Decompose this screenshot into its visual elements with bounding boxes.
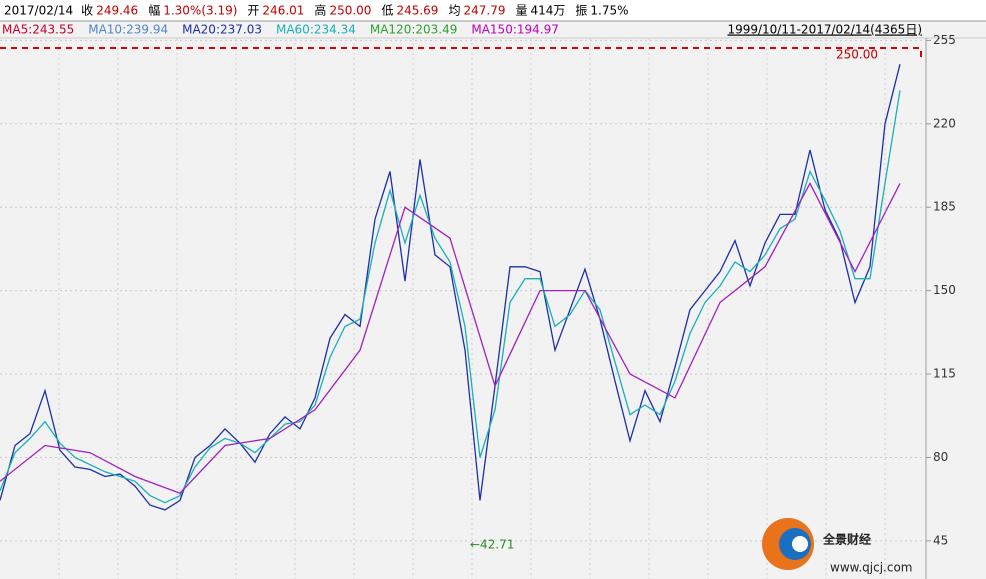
info-label: 幅 [148, 3, 160, 18]
logo [792, 536, 808, 552]
y-tick-label: 185 [933, 200, 956, 214]
high-annotation: 250.00 [836, 48, 878, 62]
legend-entry: MA20:237.03 [182, 23, 262, 37]
info-label: 量 [515, 4, 527, 18]
date: 2017/02/14 [4, 4, 73, 18]
info-value: 249.46 [96, 4, 138, 18]
legend-entry: MA60:234.34 [276, 23, 356, 37]
ma-line [0, 64, 901, 511]
info-label: 开 [247, 4, 259, 18]
info-value: 247.79 [463, 4, 505, 18]
info-label: 低 [381, 4, 393, 18]
info-value: 1.75% [590, 4, 628, 18]
info-items: 2017/02/14 收 249.46 幅 1.30%(3.19) 开 246.01 高 250… [4, 3, 629, 18]
brand: 全景财经 [822, 532, 871, 547]
url: www.qjcj.com [830, 561, 912, 575]
ma-line [0, 90, 901, 504]
high-marker [0, 47, 922, 62]
y-tick-label: 45 [933, 533, 948, 547]
info-label: 振 [575, 4, 587, 18]
info-label: 均 [448, 4, 460, 18]
y-tick-label: 80 [933, 450, 948, 464]
info-value: 245.69 [396, 4, 438, 18]
legend-entry: MA120:203.49 [370, 23, 458, 37]
plot: 45 80 115 150 185 220 255 [0, 33, 956, 579]
info-bar [0, 0, 986, 21]
legend-entry: MA150:194.97 [471, 23, 559, 37]
info-label: 收 [81, 4, 93, 18]
y-tick-label: 150 [933, 283, 956, 297]
y-tick-label: 220 [933, 116, 956, 130]
info-value: 414万 [530, 4, 565, 18]
watermark: 全景财经 www.qjcj.com [762, 518, 912, 575]
legend-entry: MA5:243.55 [2, 23, 74, 37]
legend-entry: MA10:239.94 [88, 23, 168, 37]
range-label: 1999/10/11-2017/02/14(4365日) [727, 23, 922, 37]
y-tick-label: 115 [933, 367, 956, 381]
info-value: 250.00 [329, 4, 371, 18]
y-tick-label: 255 [933, 33, 956, 47]
legend: MA5:243.55 MA10:239.94 MA20:237.03 MA60:234… [2, 23, 559, 37]
info-label: 高 [314, 3, 326, 18]
info-value: 246.01 [262, 4, 304, 18]
low-annotation: ←42.71 [470, 538, 514, 552]
ma-line [0, 182, 901, 494]
info-value: 1.30%(3.19) [163, 4, 237, 18]
